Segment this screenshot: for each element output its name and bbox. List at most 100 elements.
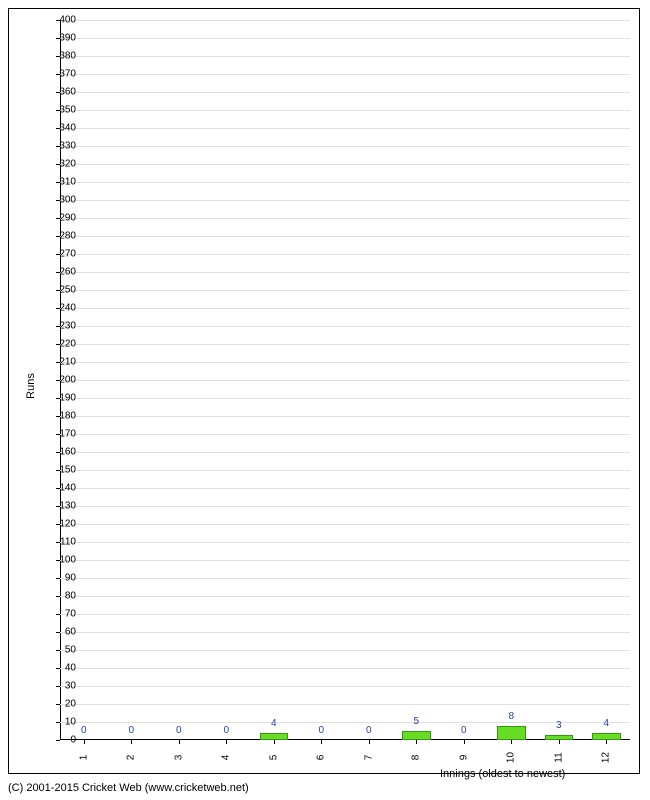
- grid-line: [60, 524, 630, 525]
- x-axis-title: Innings (oldest to newest): [440, 768, 565, 780]
- x-tick-mark: [606, 740, 607, 744]
- y-tick-label: 60: [46, 627, 76, 638]
- grid-line: [60, 218, 630, 219]
- bar-value-label: 0: [461, 725, 467, 736]
- grid-line: [60, 722, 630, 723]
- y-tick-label: 20: [46, 699, 76, 710]
- y-tick-label: 150: [46, 465, 76, 476]
- x-tick-label: 1: [78, 748, 89, 768]
- x-tick-mark: [369, 740, 370, 744]
- y-tick-label: 80: [46, 591, 76, 602]
- grid-line: [60, 614, 630, 615]
- y-tick-label: 330: [46, 141, 76, 152]
- y-tick-label: 260: [46, 267, 76, 278]
- grid-line: [60, 632, 630, 633]
- grid-line: [60, 488, 630, 489]
- grid-line: [60, 164, 630, 165]
- x-tick-label: 7: [363, 748, 374, 768]
- bar-value-label: 0: [366, 725, 372, 736]
- grid-line: [60, 650, 630, 651]
- grid-line: [60, 290, 630, 291]
- grid-line: [60, 182, 630, 183]
- x-tick-mark: [84, 740, 85, 744]
- y-tick-label: 180: [46, 411, 76, 422]
- grid-line: [60, 668, 630, 669]
- bar-value-label: 4: [271, 718, 277, 729]
- grid-line: [60, 578, 630, 579]
- grid-line: [60, 146, 630, 147]
- grid-line: [60, 470, 630, 471]
- grid-line: [60, 326, 630, 327]
- bar-value-label: 0: [318, 725, 324, 736]
- grid-line: [60, 452, 630, 453]
- y-tick-label: 100: [46, 555, 76, 566]
- plot-area: 000040050834: [60, 20, 630, 740]
- y-tick-label: 360: [46, 87, 76, 98]
- grid-line: [60, 398, 630, 399]
- y-tick-label: 370: [46, 69, 76, 80]
- y-tick-label: 40: [46, 663, 76, 674]
- grid-line: [60, 542, 630, 543]
- y-tick-label: 70: [46, 609, 76, 620]
- x-tick-mark: [226, 740, 227, 744]
- bar: [497, 726, 526, 740]
- y-axis-title: Runs: [25, 373, 37, 399]
- y-tick-label: 270: [46, 249, 76, 260]
- grid-line: [60, 560, 630, 561]
- bar-value-label: 4: [603, 718, 609, 729]
- x-tick-label: 9: [458, 748, 469, 768]
- grid-line: [60, 362, 630, 363]
- y-tick-label: 250: [46, 285, 76, 296]
- y-tick-label: 0: [46, 735, 76, 746]
- grid-line: [60, 416, 630, 417]
- grid-line: [60, 596, 630, 597]
- grid-line: [60, 686, 630, 687]
- bar-value-label: 0: [128, 725, 134, 736]
- bar-value-label: 0: [81, 725, 87, 736]
- y-tick-label: 390: [46, 33, 76, 44]
- grid-line: [60, 128, 630, 129]
- y-tick-label: 140: [46, 483, 76, 494]
- y-tick-label: 300: [46, 195, 76, 206]
- y-tick-label: 290: [46, 213, 76, 224]
- y-tick-label: 170: [46, 429, 76, 440]
- x-tick-mark: [416, 740, 417, 744]
- x-tick-mark: [321, 740, 322, 744]
- bar-value-label: 8: [508, 711, 514, 722]
- x-tick-label: 4: [221, 748, 232, 768]
- y-tick-label: 320: [46, 159, 76, 170]
- grid-line: [60, 308, 630, 309]
- x-tick-mark: [179, 740, 180, 744]
- x-tick-label: 2: [126, 748, 137, 768]
- grid-line: [60, 200, 630, 201]
- grid-line: [60, 254, 630, 255]
- grid-line: [60, 92, 630, 93]
- y-tick-label: 350: [46, 105, 76, 116]
- x-tick-label: 8: [411, 748, 422, 768]
- x-tick-mark: [559, 740, 560, 744]
- grid-line: [60, 38, 630, 39]
- grid-line: [60, 704, 630, 705]
- y-tick-label: 50: [46, 645, 76, 656]
- grid-line: [60, 272, 630, 273]
- bar-value-label: 3: [556, 720, 562, 731]
- y-tick-label: 310: [46, 177, 76, 188]
- grid-line: [60, 434, 630, 435]
- bar: [592, 733, 621, 740]
- y-tick-label: 200: [46, 375, 76, 386]
- x-tick-label: 6: [316, 748, 327, 768]
- x-tick-mark: [131, 740, 132, 744]
- y-tick-label: 30: [46, 681, 76, 692]
- chart-container: 000040050834 Runs Innings (oldest to new…: [0, 0, 650, 800]
- y-tick-label: 220: [46, 339, 76, 350]
- x-tick-label: 11: [553, 748, 564, 768]
- grid-line: [60, 74, 630, 75]
- y-tick-label: 230: [46, 321, 76, 332]
- x-tick-mark: [464, 740, 465, 744]
- y-tick-label: 130: [46, 501, 76, 512]
- y-tick-label: 280: [46, 231, 76, 242]
- bar: [260, 733, 289, 740]
- y-tick-label: 210: [46, 357, 76, 368]
- x-tick-mark: [511, 740, 512, 744]
- bar-value-label: 0: [176, 725, 182, 736]
